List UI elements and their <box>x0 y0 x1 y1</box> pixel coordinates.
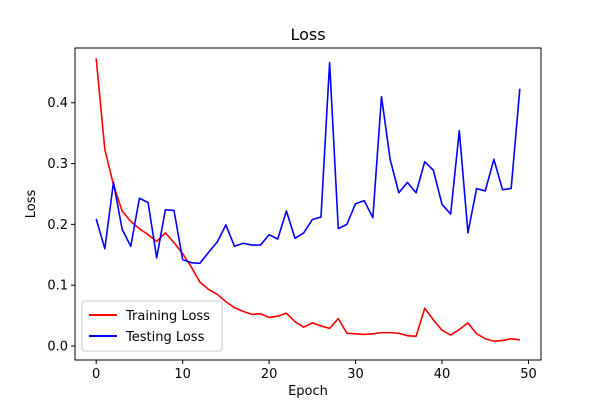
x-tick-label: 20 <box>261 367 278 382</box>
chart-title: Loss <box>290 25 325 44</box>
y-tick-label: 0.4 <box>47 96 68 111</box>
x-axis-label: Epoch <box>288 384 328 399</box>
y-tick-label: 0.2 <box>47 218 68 233</box>
series-layer <box>95 58 521 342</box>
legend-label-testing-loss: Testing Loss <box>125 330 205 345</box>
x-tick-label: 10 <box>174 367 191 382</box>
legend-box <box>81 300 223 352</box>
x-tick-label: 30 <box>347 367 364 382</box>
legend-label-training-loss: Training Loss <box>125 309 210 324</box>
x-tick-label: 0 <box>92 367 100 382</box>
x-tick-label: 50 <box>520 367 537 382</box>
series-line-testing-loss <box>95 61 521 265</box>
plot-frame <box>74 47 542 361</box>
y-axis-label: Loss <box>24 190 39 219</box>
y-tick-label: 0.1 <box>47 279 68 294</box>
x-axis: 0 10 20 30 40 50 <box>92 360 537 382</box>
legend: Training Loss Testing Loss <box>81 300 223 352</box>
y-tick-label: 0.0 <box>47 340 68 355</box>
series-line-training-loss <box>95 58 520 342</box>
y-tick-label: 0.3 <box>47 157 68 172</box>
x-tick-label: 40 <box>434 367 451 382</box>
y-axis: 0.0 0.1 0.2 0.3 0.4 <box>47 96 75 355</box>
